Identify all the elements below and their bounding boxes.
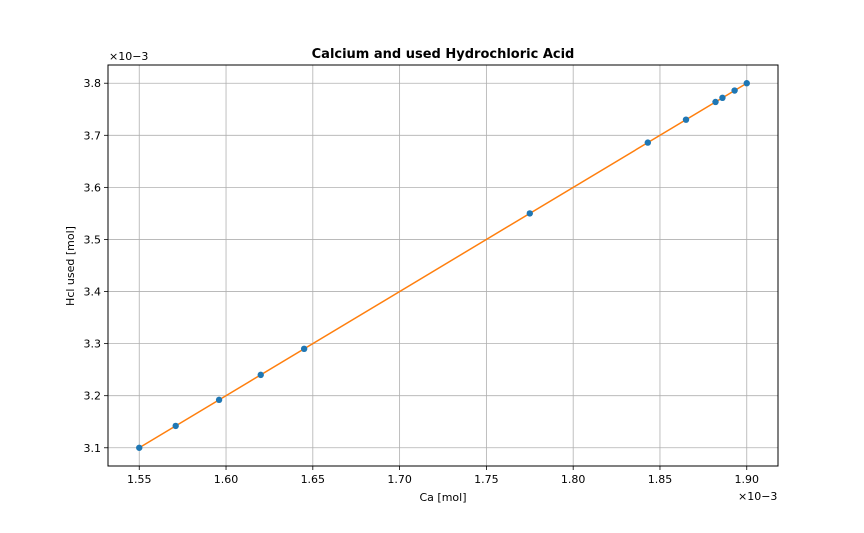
x-tick-label: 1.90 <box>735 473 760 486</box>
x-tick-label: 1.60 <box>214 473 239 486</box>
x-axis-offset-label: ×10−3 <box>738 490 777 503</box>
data-points-series <box>136 80 750 451</box>
grid <box>108 65 778 466</box>
data-point <box>743 80 750 87</box>
data-point <box>136 444 143 451</box>
y-tick-label: 3.2 <box>84 390 102 403</box>
data-point <box>712 98 719 106</box>
data-point <box>731 87 738 94</box>
data-point <box>644 139 652 146</box>
y-tick-label: 3.8 <box>84 77 102 90</box>
x-axis-label: Ca [mol] <box>419 491 466 504</box>
data-point <box>257 371 264 379</box>
data-point <box>526 210 533 217</box>
y-tick-label: 3.1 <box>84 442 102 455</box>
data-point <box>172 422 179 430</box>
y-tick-label: 3.3 <box>84 338 102 351</box>
x-tick-label: 1.55 <box>127 473 152 486</box>
x-tick-label: 1.70 <box>387 473 412 486</box>
y-axis-ticks: 3.1 3.2 3.3 3.4 3.5 3.6 3.7 3.8 <box>84 77 108 455</box>
plot-area-frame <box>107 64 779 467</box>
x-tick-label: 1.85 <box>648 473 673 486</box>
data-point <box>682 116 690 123</box>
y-tick-label: 3.5 <box>84 233 102 246</box>
data-point <box>215 396 223 404</box>
y-axis-label: Hcl used [mol] <box>64 226 77 306</box>
chart-title: Calcium and used Hydrochloric Acid <box>312 47 575 62</box>
x-tick-label: 1.65 <box>301 473 326 486</box>
x-axis-ticks: 1.55 1.60 1.65 1.70 1.75 1.80 1.85 1.90 <box>127 466 759 486</box>
y-axis-offset-label: ×10−3 <box>109 50 148 63</box>
y-tick-label: 3.6 <box>84 181 102 194</box>
data-point <box>719 94 726 102</box>
x-tick-label: 1.75 <box>474 473 499 486</box>
x-tick-label: 1.80 <box>561 473 586 486</box>
y-tick-label: 3.7 <box>84 129 102 142</box>
y-tick-label: 3.4 <box>84 286 102 299</box>
data-point <box>300 345 308 353</box>
